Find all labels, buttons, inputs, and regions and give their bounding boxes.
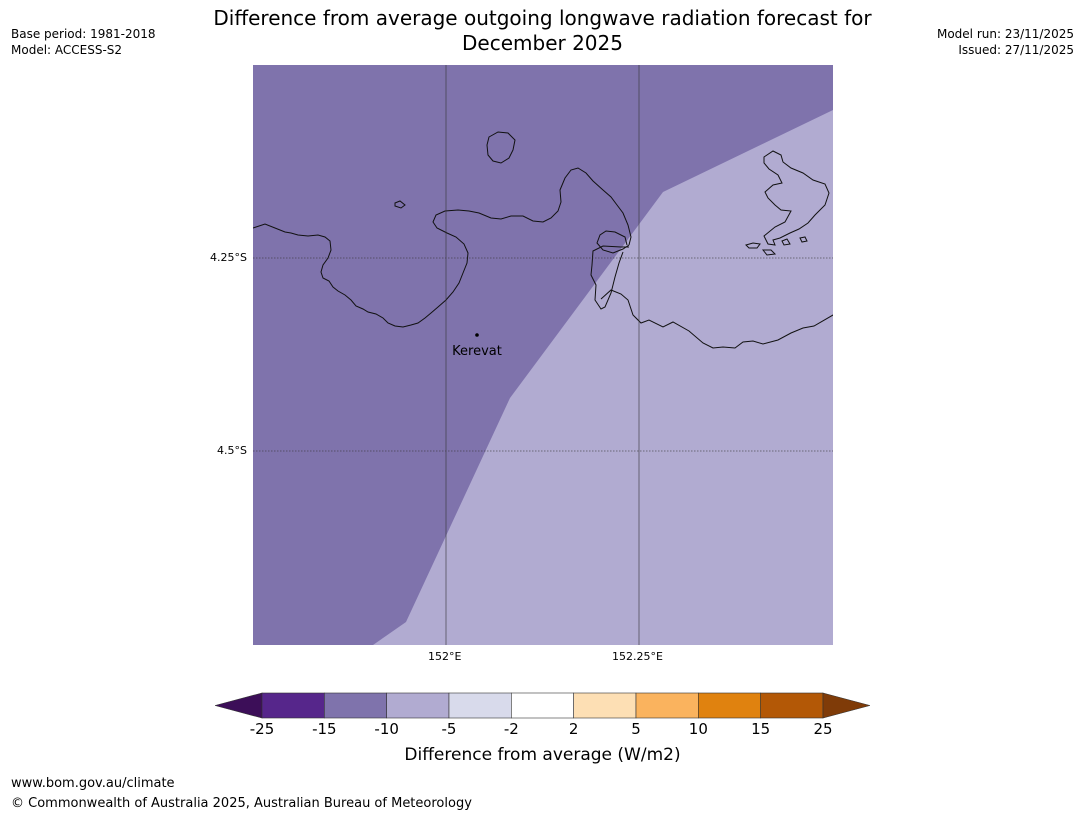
lat-label-4-5s: 4.5°S	[217, 444, 247, 457]
model-text: Model: ACCESS-S2	[11, 43, 123, 57]
colorbar-band-7	[698, 692, 761, 719]
graticule	[253, 65, 833, 645]
coastline-watom-island	[486, 131, 516, 164]
colorbar-band-2	[386, 692, 450, 719]
metadata-right: Model run: 23/11/2025 Issued: 27/11/2025	[937, 26, 1074, 58]
colorbar-tick-label: -15	[312, 720, 337, 738]
colorbar-label: Difference from average (W/m2)	[404, 745, 681, 765]
colorbar-band-8	[760, 692, 824, 719]
colorbar-band-1	[324, 692, 387, 719]
colorbar-tick-label: 2	[568, 720, 579, 738]
metadata-left: Base period: 1981-2018 Model: ACCESS-S2	[11, 26, 156, 58]
coastline-south-bay	[590, 230, 630, 310]
colorbar-band-5	[573, 692, 637, 719]
kerevat-marker	[475, 333, 479, 337]
colorbar-band-0	[261, 692, 325, 719]
lon-label-152-25e: 152.25°E	[612, 650, 663, 663]
colorbar-extend-low	[215, 692, 263, 719]
colorbar-tick-label: -2	[503, 720, 519, 738]
model-run-text: Model run: 23/11/2025	[936, 27, 1074, 41]
colorbar-band-6	[635, 692, 699, 719]
colorbar-tick-label: 5	[631, 720, 641, 738]
colorbar-tick-label: 10	[688, 720, 708, 738]
forecast-map: Kerevat	[253, 65, 833, 645]
lon-label-152e: 152°E	[428, 650, 462, 663]
lat-label-4-25s: 4.25°S	[210, 251, 247, 264]
colorbar-tick-label: 25	[813, 720, 833, 738]
issued-text: Issued: 27/11/2025	[958, 43, 1074, 57]
title-line-1: Difference from average outgoing longwav…	[213, 6, 872, 30]
colorbar	[215, 692, 870, 719]
coastline-islets-east	[745, 236, 808, 256]
coastline-islet-west	[394, 200, 406, 209]
coastlines	[253, 131, 833, 349]
coastline-gazelle-peninsula	[253, 167, 632, 328]
coastline-duke-of-york-islands	[763, 150, 830, 246]
place-label-kerevat: Kerevat	[452, 344, 502, 359]
footer-url: www.bom.gov.au/climate	[11, 776, 175, 791]
colorbar-band-3	[448, 692, 512, 719]
colorbar-tick-label: -10	[374, 720, 399, 738]
colorbar-tick-label: -5	[441, 720, 457, 738]
colorbar-band-4	[511, 692, 574, 719]
title-line-2: December 2025	[462, 31, 623, 55]
footer-copyright: © Commonwealth of Australia 2025, Austra…	[11, 796, 472, 811]
map-title: Difference from average outgoing longwav…	[180, 6, 905, 56]
colorbar-extend-high	[822, 692, 870, 719]
base-period-text: Base period: 1981-2018	[11, 27, 156, 41]
coastline-east-coast	[600, 289, 833, 349]
colorbar-tick-label: 15	[751, 720, 771, 738]
colorbar-tick-label: -25	[249, 720, 275, 738]
anomaly-region-minus10-minus5	[373, 110, 833, 645]
